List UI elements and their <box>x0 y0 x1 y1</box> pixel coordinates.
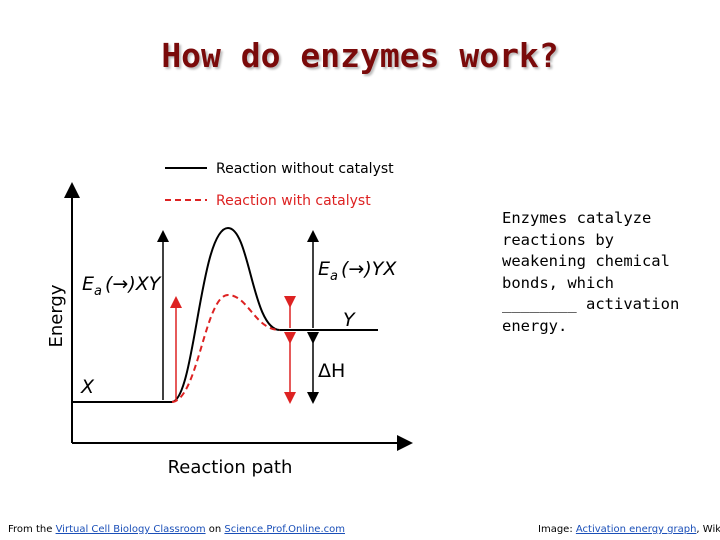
footer-link[interactable]: Activation energy graph <box>575 524 697 535</box>
ea-label: Ea (→)XY <box>82 273 162 299</box>
footer-right: Image: Activation energy graph, Wiki <box>538 524 720 535</box>
slide-title: How do enzymes work? <box>161 36 559 75</box>
product-label: Y <box>343 309 356 331</box>
footer-left: From the Virtual Cell Biology Classroom … <box>8 524 345 535</box>
y-axis-label: Energy <box>46 284 67 347</box>
footer-text: Image: <box>538 524 573 535</box>
footer-text: on <box>208 524 222 535</box>
legend-label: Reaction without catalyst <box>216 161 394 177</box>
footer-link[interactable]: Science.Prof.Online.com <box>224 524 345 535</box>
body-text: Enzymes catalyze reactions by weakening … <box>502 209 680 335</box>
uncatalyzed-curve <box>72 226 378 403</box>
footer-text: From the <box>8 524 53 535</box>
x-axis-label: Reaction path <box>168 457 293 478</box>
legend-label: Reaction with catalyst <box>216 193 371 209</box>
footer-text: , Wiki <box>696 524 720 535</box>
reactant-label: X <box>80 376 95 398</box>
delta-h-label: ΔH <box>318 360 345 382</box>
catalyzed-curve <box>171 293 281 403</box>
footer-link[interactable]: Virtual Cell Biology Classroom <box>55 524 206 535</box>
ea-reverse-label: Ea (→)YX <box>318 258 397 284</box>
